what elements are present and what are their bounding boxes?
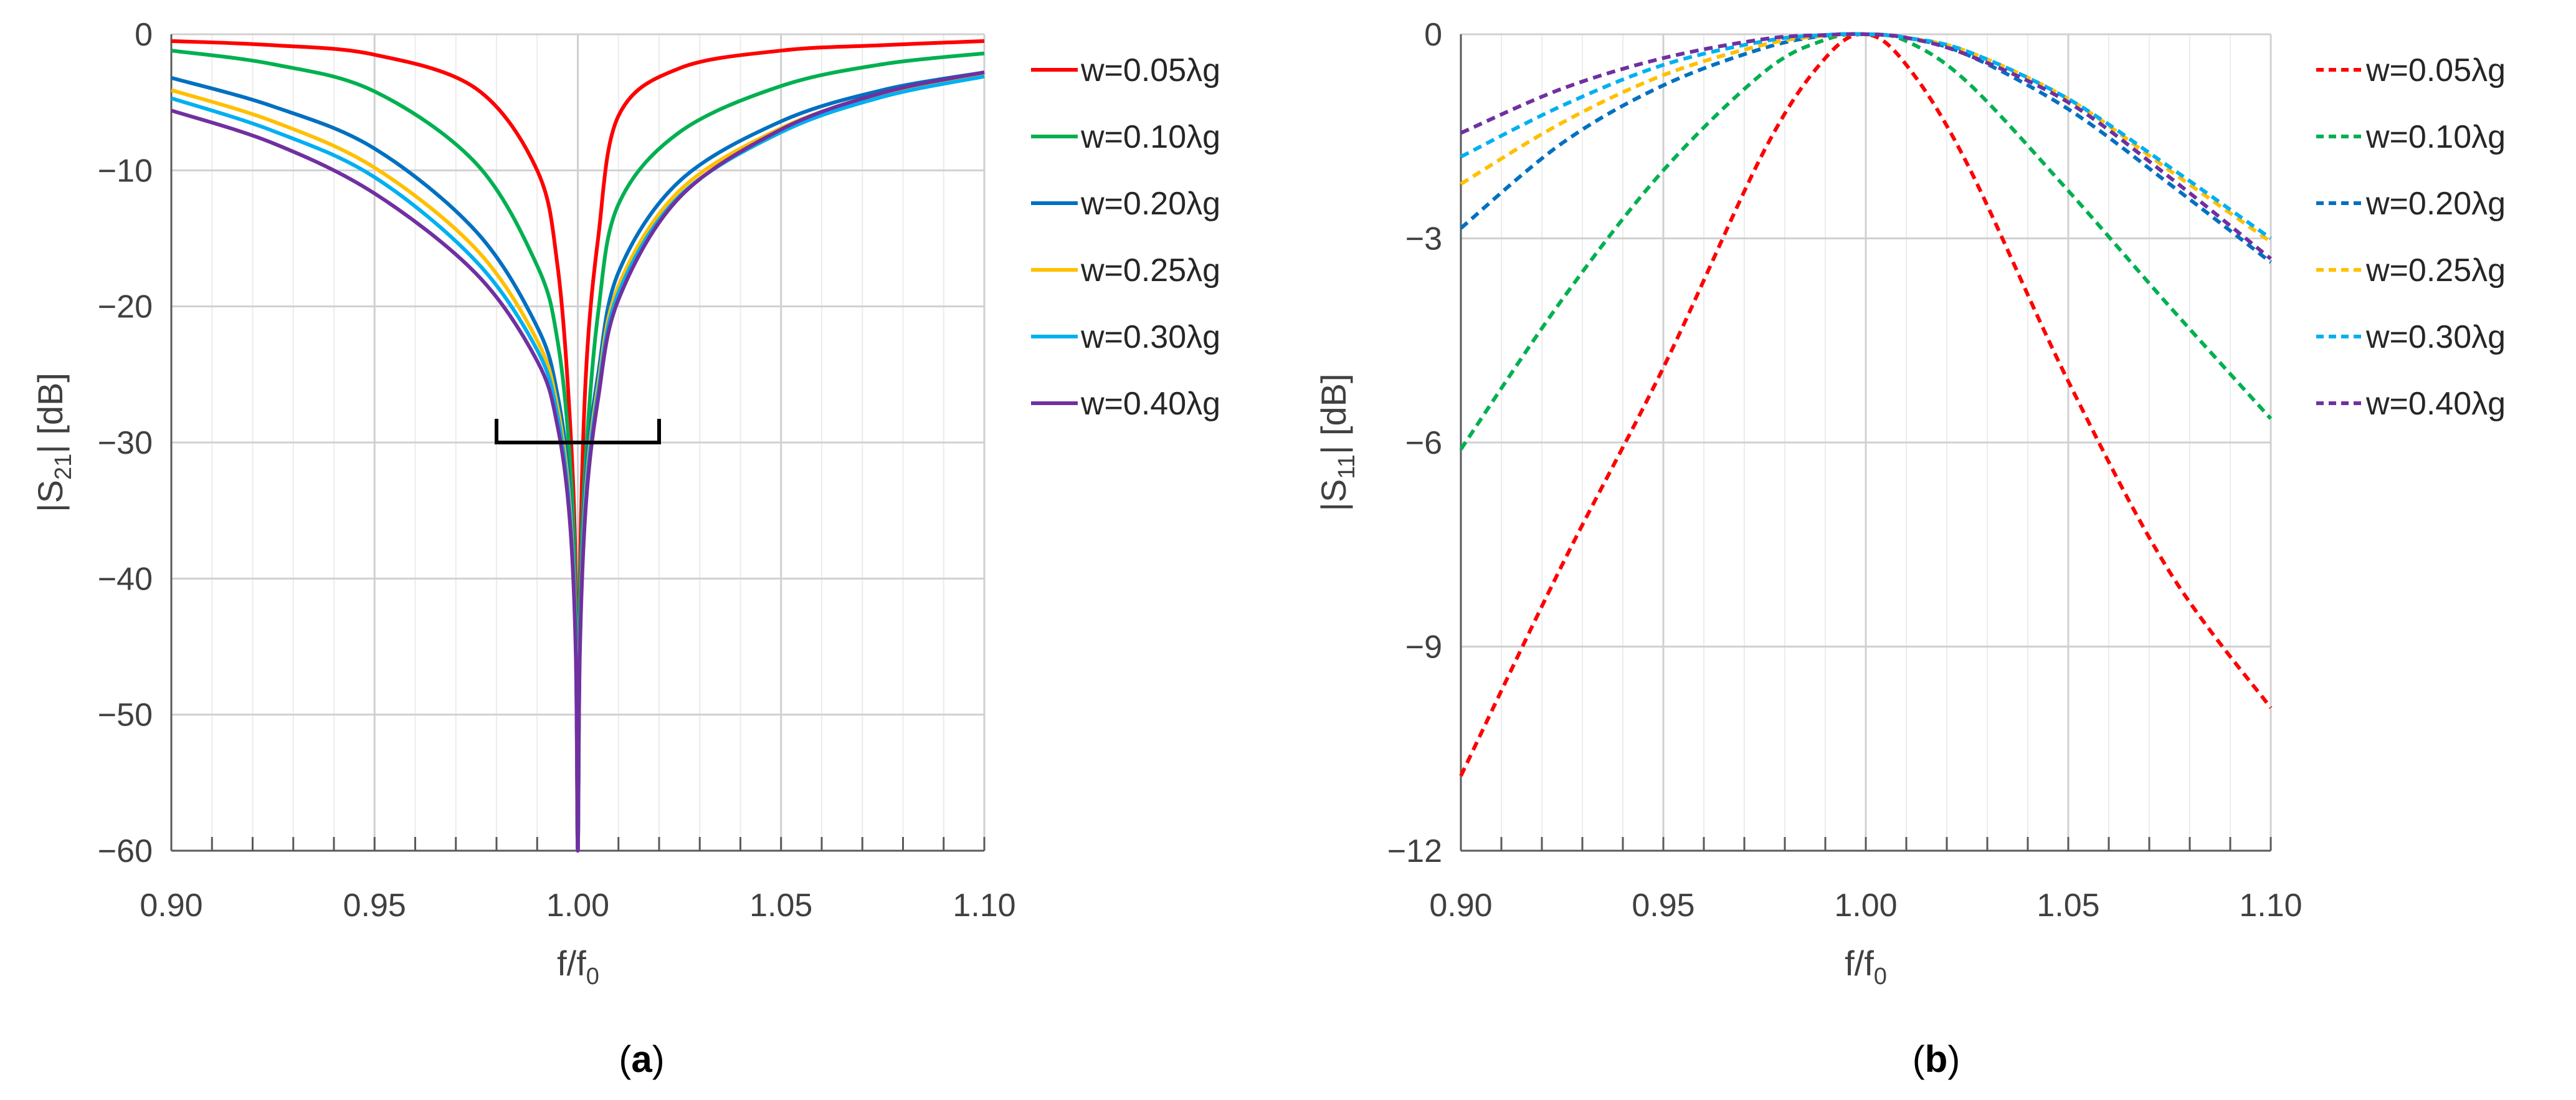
panel-a-legend-label: w=0.05λg [1080, 52, 1220, 88]
panel-b-y-tick-label: −9 [1405, 629, 1442, 666]
panel-a-legend: w=0.05λg w=0.10λg w=0.20λg w=0.25λg w=0.30λg… [1031, 52, 1220, 422]
panel-b-caption: (b) [1913, 1038, 1961, 1080]
panel-a-x-tick-label: 1.10 [953, 887, 1015, 924]
panel-a-legend-label: w=0.10λg [1080, 119, 1220, 155]
panel-a-legend-label: w=0.25λg [1080, 252, 1220, 289]
panel-b-x-tick-label: 1.00 [1834, 887, 1897, 924]
panel-b-x-tick-label: 0.95 [1632, 887, 1694, 924]
panel-a-y-tick-labels: 0 −10 −20 −30 −40 −50 −60 [98, 17, 153, 869]
panel-a-y-tick-label: −50 [98, 697, 153, 734]
panel-b-y-tick-label: −6 [1405, 425, 1442, 461]
panel-b-legend-label: w=0.30λg [2365, 319, 2506, 355]
panel-b-s11-chart: 0 −3 −6 −9 −12 0.90 0.95 1.00 1.05 1.10 f/f0 |S1… [1314, 17, 2506, 1080]
panel-a-y-tick-label: −60 [98, 833, 153, 869]
panel-b-legend-label: w=0.20λg [2365, 186, 2506, 222]
panel-b-x-axis-title: f/f0 [1845, 944, 1887, 990]
panel-a-series [171, 39, 985, 853]
panel-a-x-tick-label: 0.90 [140, 887, 202, 924]
panel-a-x-tick-labels: 0.90 0.95 1.00 1.05 1.10 [140, 887, 1015, 924]
panel-b-legend-label: w=0.05λg [2365, 52, 2506, 88]
panel-b-series-line [1460, 32, 2272, 244]
panel-a-y-tick-label: 0 [135, 17, 153, 53]
panel-b-x-tick-label: 1.05 [2037, 887, 2099, 924]
panel-a-y-tick-label: −30 [98, 425, 153, 461]
panel-b-y-tick-labels: 0 −3 −6 −9 −12 [1387, 17, 1442, 869]
panel-a-y-axis-title: |S21| [dB] [31, 373, 77, 512]
panel-a-series-line [171, 70, 985, 853]
panel-a-y-tick-label: −40 [98, 561, 153, 597]
panel-a-legend-label: w=0.20λg [1080, 186, 1220, 222]
panel-b-series-line [1460, 32, 2272, 240]
panel-a-caption: (a) [619, 1038, 664, 1080]
panel-b-axes [1460, 34, 2272, 852]
panel-b-y-tick-label: −12 [1387, 833, 1442, 869]
panel-a-y-tick-label: −10 [98, 153, 153, 189]
panel-a-x-axis-title: f/f0 [557, 944, 599, 990]
panel-b-y-axis-title: |S11| [dB] [1314, 373, 1360, 511]
panel-b-legend: w=0.05λg w=0.10λg w=0.20λg w=0.25λg w=0.30λg… [2316, 52, 2506, 422]
panel-a-legend-label: w=0.30λg [1080, 319, 1220, 355]
panel-a-bandwidth-bracket [495, 419, 661, 444]
panel-a-x-tick-label: 1.00 [546, 887, 609, 924]
panel-a-x-tick-label: 1.05 [749, 887, 812, 924]
panel-b-x-tick-labels: 0.90 0.95 1.00 1.05 1.10 [1429, 887, 2302, 924]
panel-b-x-tick-label: 0.90 [1429, 887, 1492, 924]
panel-b-x-tick-label: 1.10 [2239, 887, 2302, 924]
panel-a-s21-chart: 0 −10 −20 −30 −40 −50 −60 0.90 0.95 1.00 1.05 1.10… [31, 17, 1220, 1080]
panel-b-legend-label: w=0.40λg [2365, 386, 2506, 422]
panel-a-y-tick-label: −20 [98, 289, 153, 325]
panel-b-legend-label: w=0.25λg [2365, 252, 2506, 289]
panel-b-series-line [1460, 32, 2272, 261]
panel-b-series [1459, 32, 2273, 777]
panel-b-y-tick-label: 0 [1424, 17, 1442, 53]
panel-a-x-tick-label: 0.95 [343, 887, 406, 924]
panel-b-legend-label: w=0.10λg [2365, 119, 2506, 155]
panel-a-legend-label: w=0.40λg [1080, 386, 1220, 422]
panel-b-y-tick-label: −3 [1405, 221, 1442, 257]
